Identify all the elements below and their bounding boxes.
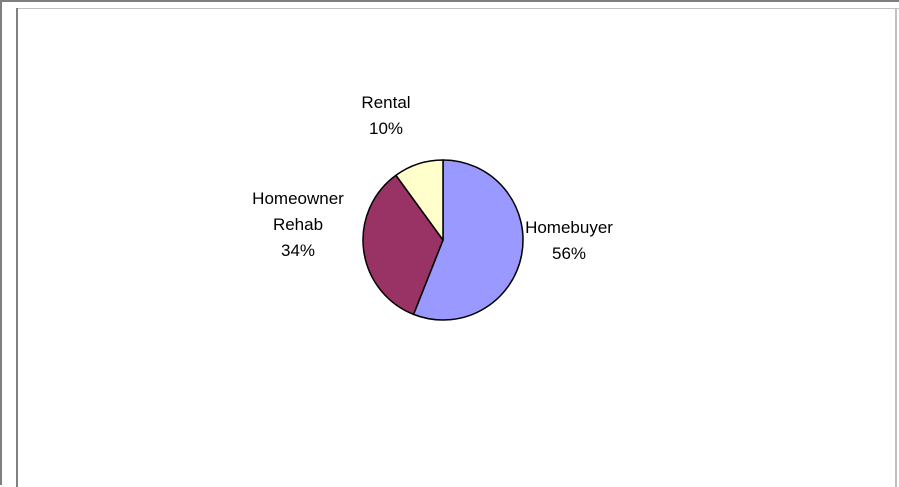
chart-area-top-border	[16, 8, 899, 9]
chart-area-left-border	[16, 8, 18, 487]
chart-area-right-border	[895, 8, 897, 487]
data-label-rental: Rental 10%	[361, 93, 410, 138]
data-label-percent: 34%	[281, 241, 315, 260]
pie-slice-homeowner-rehab	[362, 174, 444, 316]
pie-slice-homebuyer	[412, 159, 524, 321]
data-label-category: Homebuyer	[525, 218, 613, 237]
pie-slices	[362, 159, 524, 321]
data-label-category: Rental	[361, 93, 410, 112]
data-label-percent: 10%	[369, 119, 403, 138]
data-label-percent: 56%	[552, 244, 586, 263]
data-label-category: Homeowner	[252, 189, 344, 208]
pie-labels: Homebuyer 56% Homeowner Rehab 34% Rental 10%	[252, 93, 613, 263]
data-label-category: Rehab	[273, 215, 323, 234]
pie-slice-rental	[395, 159, 444, 241]
data-label-homebuyer: Homebuyer 56%	[525, 218, 613, 263]
data-label-homeowner-rehab: Homeowner Rehab 34%	[252, 189, 344, 260]
